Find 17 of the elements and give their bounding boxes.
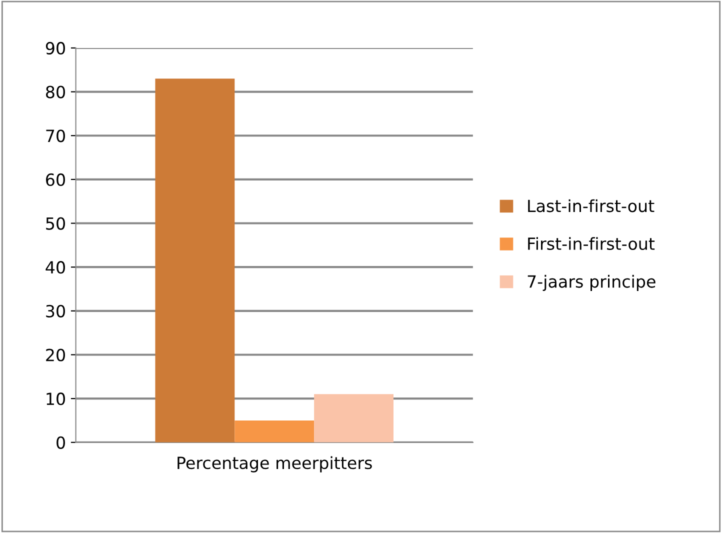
y-tick-label: 80: [46, 86, 65, 98]
y-tick-label: 10: [46, 392, 65, 406]
y-tick-label: 70: [46, 130, 65, 142]
y-tick-label: 90: [46, 42, 65, 55]
y-tick-label: 30: [46, 304, 65, 318]
legend-label: First-in-first-out: [528, 237, 655, 250]
y-tick-label: 40: [46, 261, 65, 274]
y-tick-label: 20: [46, 348, 65, 362]
bar: [155, 78, 235, 442]
y-tick-label: 60: [46, 173, 65, 186]
legend-label: Last-in-first-out: [528, 199, 654, 212]
legend-label: 7-jaars principe: [528, 274, 656, 292]
x-tick-label: Percentage meerpitters: [178, 456, 372, 472]
y-tick-label: 0: [56, 436, 65, 449]
bar: [314, 394, 394, 442]
y-tick-label: 50: [46, 217, 65, 230]
bar: [234, 420, 314, 442]
